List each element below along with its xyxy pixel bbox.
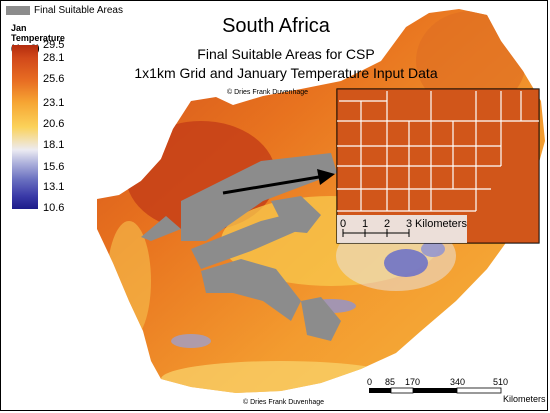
inset-scale-unit: Kilometers <box>415 218 467 230</box>
cold-patch-lesotho <box>384 249 428 277</box>
zoom-pointer-arrow <box>222 169 335 195</box>
final-suitable-areas <box>141 153 341 341</box>
scale-tick: 340 <box>450 377 466 387</box>
mild-coast-south <box>161 361 401 393</box>
scale-unit: Kilometers <box>503 394 546 404</box>
legend-value: 25.6 <box>43 73 65 85</box>
legend-suitable-areas: Final Suitable Areas <box>6 5 123 16</box>
legend-value: 15.6 <box>43 161 65 173</box>
suitable-area-swatch <box>6 6 30 15</box>
map-subtitle-line-2: 1x1km Grid and January Temperature Input… <box>134 65 438 81</box>
credit-bottom: © Dries Frank Duvenhage <box>243 399 325 406</box>
scale-tick: 510 <box>493 377 509 387</box>
inset-scale-tick: 3 <box>406 218 413 230</box>
scale-tick: 0 <box>367 377 373 387</box>
cold-patch-east <box>421 241 445 257</box>
legend-suitable-label: Final Suitable Areas <box>34 5 123 16</box>
map-subtitle: Final Suitable Areas for CSP 1x1km Grid … <box>91 45 481 83</box>
credit-top: © Dries Frank Duvenhage <box>227 89 309 96</box>
cold-patch-cape <box>171 334 211 348</box>
inset-zoom-panel <box>336 88 540 244</box>
map-subtitle-line-1: Final Suitable Areas for CSP <box>197 46 375 62</box>
legend-value: 20.6 <box>43 118 65 130</box>
inset-scale-tick: 1 <box>362 218 369 230</box>
inset-scale-bar <box>342 229 410 237</box>
temperature-color-ramp <box>12 45 38 209</box>
mild-coast-west <box>107 221 151 341</box>
legend-value: 18.1 <box>43 139 65 151</box>
map-title: South Africa <box>222 15 330 37</box>
map-scale-bar <box>369 387 502 394</box>
inset-scale-tick: 2 <box>384 218 391 230</box>
legend-value: 10.6 <box>43 202 65 214</box>
legend-value: 29.5 <box>43 39 65 51</box>
legend-value: 13.1 <box>43 181 65 193</box>
scale-tick: 85 <box>385 377 396 387</box>
inset-scale-tick: 0 <box>340 218 347 230</box>
legend-value: 28.1 <box>43 52 65 64</box>
legend-value: 23.1 <box>43 97 65 109</box>
scale-tick: 170 <box>405 377 421 387</box>
inset-grid <box>337 91 539 212</box>
